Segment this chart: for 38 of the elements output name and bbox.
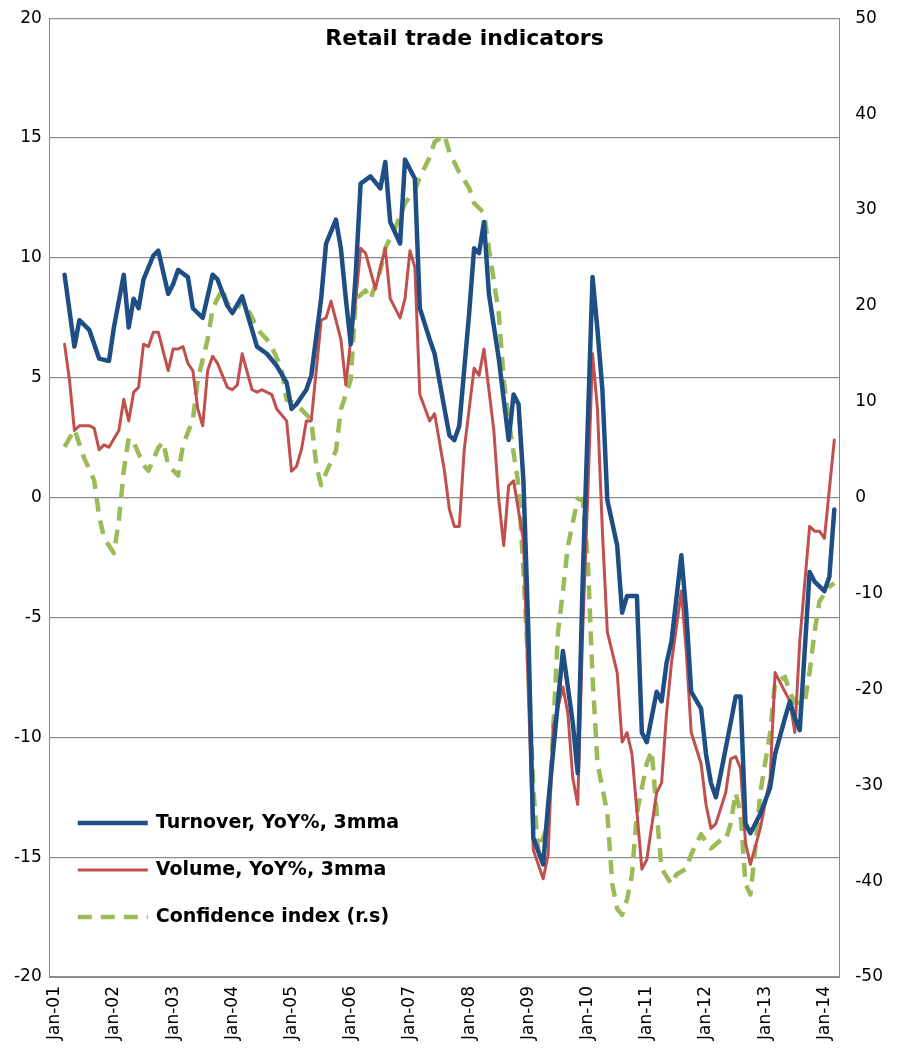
x-tick-label: Jan-05 <box>279 986 300 1042</box>
y-tick-label: 0 <box>30 486 42 507</box>
y2-tick-label: 10 <box>855 390 877 411</box>
x-tick-label: Jan-08 <box>457 986 478 1042</box>
x-tick-label: Jan-02 <box>102 986 123 1042</box>
y-tick-label: -5 <box>24 605 42 626</box>
y-tick-label: 10 <box>20 246 42 267</box>
y2-tick-label: -40 <box>855 869 884 890</box>
x-tick-label: Jan-07 <box>398 986 419 1042</box>
y2-tick-label: 0 <box>855 486 867 507</box>
x-tick-label: Jan-03 <box>161 986 182 1042</box>
x-tick-label: Jan-14 <box>812 986 833 1042</box>
x-tick-label: Jan-12 <box>694 986 715 1042</box>
y-tick-label: -20 <box>13 965 42 986</box>
y-tick-label: 15 <box>20 126 42 147</box>
x-tick-label: Jan-01 <box>43 986 64 1042</box>
y-tick-label: -15 <box>13 845 42 866</box>
x-tick-label: Jan-04 <box>220 986 241 1042</box>
legend-label: Volume, YoY%, 3mma <box>155 856 387 879</box>
y2-tick-label: 40 <box>855 102 877 123</box>
y2-tick-label: -50 <box>855 965 884 986</box>
y-tick-label: -10 <box>13 725 42 746</box>
y2-tick-label: 30 <box>855 198 877 219</box>
x-tick-label: Jan-11 <box>635 986 656 1042</box>
y-tick-label: 20 <box>20 6 42 27</box>
legend-label: Confidence index (r.s) <box>155 903 390 926</box>
y2-tick-label: 20 <box>855 294 877 315</box>
chart-title: Retail trade indicators <box>325 24 604 50</box>
y2-tick-label: -30 <box>855 773 884 794</box>
x-tick-label: Jan-09 <box>516 986 537 1042</box>
x-tick-label: Jan-13 <box>753 986 774 1042</box>
y-tick-label: 5 <box>30 366 42 387</box>
y2-tick-label: -10 <box>855 581 884 602</box>
x-tick-label: Jan-06 <box>339 986 360 1042</box>
y2-tick-label: 50 <box>855 6 877 27</box>
y2-tick-label: -20 <box>855 677 884 698</box>
x-tick-label: Jan-10 <box>576 986 597 1042</box>
legend-label: Turnover, YoY%, 3mma <box>155 809 400 832</box>
